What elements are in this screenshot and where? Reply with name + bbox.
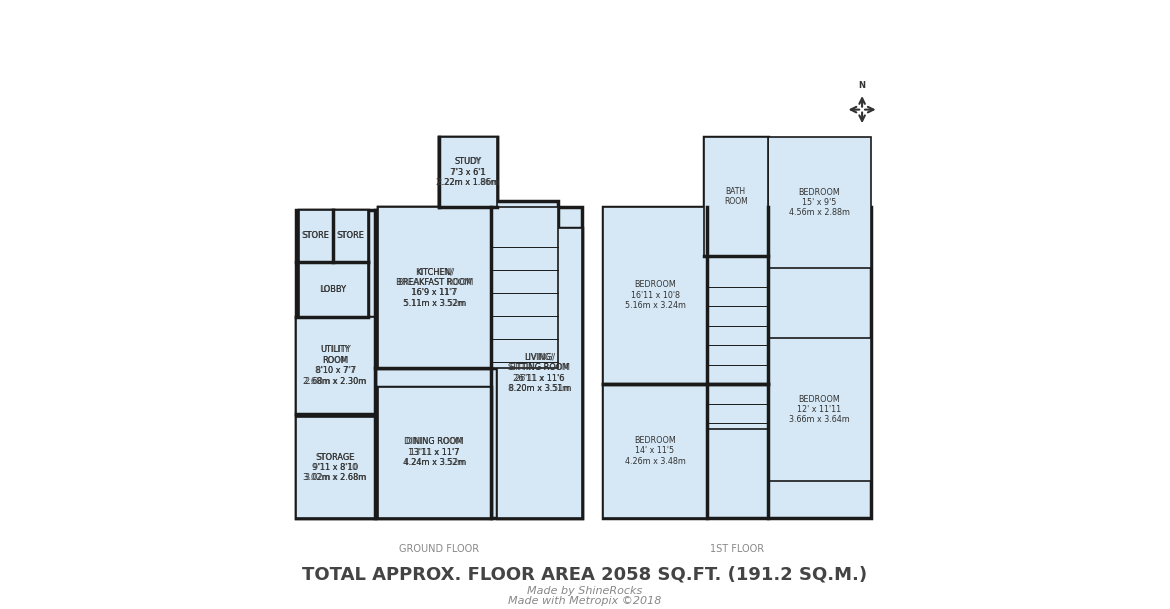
Text: DINING ROOM
13'11 x 11'7
4.24m x 3.52m: DINING ROOM 13'11 x 11'7 4.24m x 3.52m [404, 437, 464, 467]
Text: LOBBY: LOBBY [319, 285, 346, 294]
Bar [296, 417, 374, 518]
Bar [768, 137, 872, 268]
Text: N: N [859, 82, 866, 90]
Text: STUDY
7'3 x 6'1
2.22m x 1.86m: STUDY 7'3 x 6'1 2.22m x 1.86m [436, 157, 500, 187]
Bar [490, 201, 558, 368]
Bar [333, 210, 367, 262]
Text: BEDROOM
12' x 11'11
3.66m x 3.64m: BEDROOM 12' x 11'11 3.66m x 3.64m [789, 395, 849, 424]
Bar [604, 384, 707, 518]
Bar [378, 207, 490, 368]
Bar [497, 228, 581, 518]
Text: BEDROOM
16'11 x 10'8
5.16m x 3.24m: BEDROOM 16'11 x 10'8 5.16m x 3.24m [625, 281, 686, 310]
Text: STORE: STORE [302, 231, 330, 241]
Bar [439, 137, 497, 207]
Text: Made with Metropix ©2018: Made with Metropix ©2018 [508, 596, 662, 606]
Bar [298, 210, 333, 262]
Text: Made by ShineRocks: Made by ShineRocks [528, 586, 642, 596]
Bar [296, 317, 374, 414]
Bar [497, 228, 581, 518]
Bar [439, 137, 497, 207]
Text: 1ST FLOOR: 1ST FLOOR [710, 544, 764, 554]
Text: LIVING/
SITTING ROOM
26'11 x 11'6
8.20m x 3.51m: LIVING/ SITTING ROOM 26'11 x 11'6 8.20m … [508, 353, 571, 393]
Text: LOBBY: LOBBY [321, 285, 346, 294]
Text: DINING ROOM
13'11 x 11'7
4.24m x 3.52m: DINING ROOM 13'11 x 11'7 4.24m x 3.52m [402, 437, 466, 467]
Polygon shape [604, 137, 872, 518]
Bar [296, 317, 374, 414]
Bar [707, 256, 768, 429]
Text: KITCHEN/
BREAKFAST ROOM
16'9 x 11'7
5.11m x 3.52m: KITCHEN/ BREAKFAST ROOM 16'9 x 11'7 5.11… [398, 267, 472, 308]
Text: BEDROOM
15' x 9'5
4.56m x 2.88m: BEDROOM 15' x 9'5 4.56m x 2.88m [789, 188, 849, 217]
Bar [604, 207, 707, 384]
Text: TOTAL APPROX. FLOOR AREA 2058 SQ.FT. (191.2 SQ.M.): TOTAL APPROX. FLOOR AREA 2058 SQ.FT. (19… [302, 565, 868, 583]
Text: STORE: STORE [303, 231, 329, 241]
Bar [704, 137, 768, 256]
Bar [768, 338, 872, 481]
Bar [333, 210, 367, 262]
Text: UTILITY
ROOM
8'10 x 7'7
2.68m x 2.30m: UTILITY ROOM 8'10 x 7'7 2.68m x 2.30m [303, 345, 367, 385]
Bar [378, 207, 490, 368]
Text: STORE: STORE [337, 231, 365, 241]
Bar [378, 387, 490, 518]
Text: STORAGE
9'11 x 8'10
3.02m x 2.68m: STORAGE 9'11 x 8'10 3.02m x 2.68m [305, 452, 366, 482]
Polygon shape [296, 137, 581, 518]
Text: BEDROOM
14' x 11'5
4.26m x 3.48m: BEDROOM 14' x 11'5 4.26m x 3.48m [625, 436, 686, 465]
Text: UTILITY
ROOM
8'10 x 7'7
2.68m x 2.30m: UTILITY ROOM 8'10 x 7'7 2.68m x 2.30m [305, 345, 366, 385]
Text: GROUND FLOOR: GROUND FLOOR [399, 544, 479, 554]
Text: BATH
ROOM: BATH ROOM [724, 187, 748, 206]
Bar [298, 262, 367, 317]
Text: KITCHEN/
BREAKFAST ROOM
16'9 x 11'7
5.11m x 3.52m: KITCHEN/ BREAKFAST ROOM 16'9 x 11'7 5.11… [395, 267, 473, 308]
Bar [378, 387, 490, 518]
Text: STUDY
7'3 x 6'1
2.22m x 1.86m: STUDY 7'3 x 6'1 2.22m x 1.86m [438, 157, 498, 187]
Bar [298, 210, 333, 262]
Text: LIVING/
SITTING ROOM
26'11 x 11'6
8.20m x 3.51m: LIVING/ SITTING ROOM 26'11 x 11'6 8.20m … [509, 353, 570, 393]
Text: STORAGE
9'11 x 8'10
3.02m x 2.68m: STORAGE 9'11 x 8'10 3.02m x 2.68m [303, 452, 367, 482]
Bar [298, 262, 367, 317]
Bar [296, 417, 374, 518]
Bar [490, 207, 558, 368]
Text: STORE: STORE [337, 231, 364, 241]
